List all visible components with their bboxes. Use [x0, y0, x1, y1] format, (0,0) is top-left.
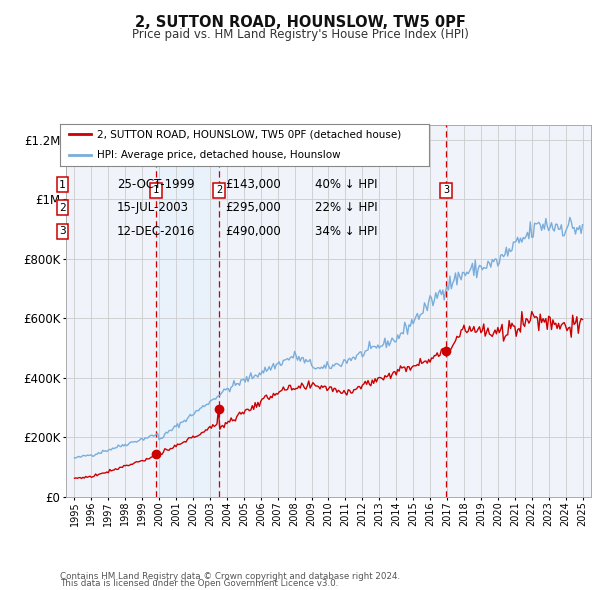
Text: £295,000: £295,000 [225, 201, 281, 214]
Text: 34% ↓ HPI: 34% ↓ HPI [315, 225, 377, 238]
Text: 25-OCT-1999: 25-OCT-1999 [117, 178, 194, 191]
Text: 2, SUTTON ROAD, HOUNSLOW, TW5 0PF: 2, SUTTON ROAD, HOUNSLOW, TW5 0PF [134, 15, 466, 30]
Text: 12-DEC-2016: 12-DEC-2016 [117, 225, 196, 238]
Text: 15-JUL-2003: 15-JUL-2003 [117, 201, 189, 214]
Text: Price paid vs. HM Land Registry's House Price Index (HPI): Price paid vs. HM Land Registry's House … [131, 28, 469, 41]
Text: Contains HM Land Registry data © Crown copyright and database right 2024.: Contains HM Land Registry data © Crown c… [60, 572, 400, 582]
Text: 40% ↓ HPI: 40% ↓ HPI [315, 178, 377, 191]
Text: 2, SUTTON ROAD, HOUNSLOW, TW5 0PF (detached house): 2, SUTTON ROAD, HOUNSLOW, TW5 0PF (detac… [97, 129, 401, 139]
Text: 1: 1 [59, 180, 66, 189]
Text: 2: 2 [59, 203, 66, 212]
Text: This data is licensed under the Open Government Licence v3.0.: This data is licensed under the Open Gov… [60, 579, 338, 588]
Bar [156, 125, 219, 497]
Text: 1: 1 [153, 185, 159, 195]
Text: 3: 3 [59, 227, 66, 236]
Text: 22% ↓ HPI: 22% ↓ HPI [315, 201, 377, 214]
Text: 3: 3 [443, 185, 449, 195]
Text: £143,000: £143,000 [225, 178, 281, 191]
Text: £490,000: £490,000 [225, 225, 281, 238]
Text: 2: 2 [216, 185, 222, 195]
Text: HPI: Average price, detached house, Hounslow: HPI: Average price, detached house, Houn… [97, 150, 341, 160]
